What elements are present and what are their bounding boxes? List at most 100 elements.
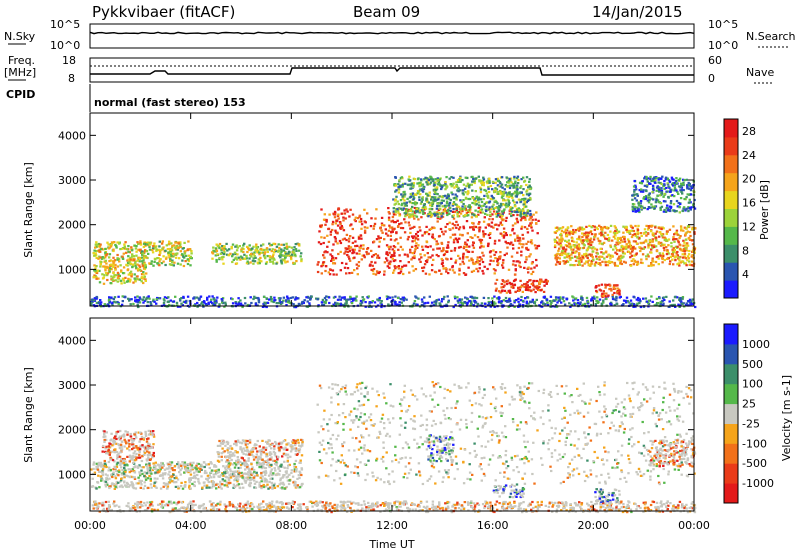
data-cell [614, 237, 617, 240]
data-cell [596, 296, 599, 299]
data-cell [574, 255, 577, 258]
data-cell [629, 229, 632, 232]
data-cell [371, 255, 374, 258]
data-cell [352, 501, 355, 504]
data-cell [433, 226, 436, 230]
data-cell [433, 191, 437, 194]
data-cell [685, 178, 688, 181]
data-cell [570, 248, 574, 251]
data-cell [459, 180, 462, 183]
data-cell [144, 266, 147, 269]
data-cell [632, 185, 636, 188]
data-cell [430, 198, 433, 201]
data-cell [529, 216, 532, 219]
data-cell [459, 263, 462, 266]
data-cell [467, 250, 471, 253]
data-cell [445, 303, 448, 306]
data-cell [522, 203, 525, 206]
data-cell [450, 191, 453, 194]
data-cell [675, 182, 678, 185]
data-cell [286, 297, 289, 300]
data-cell [344, 250, 347, 253]
data-cell [144, 504, 147, 507]
data-cell [440, 186, 444, 189]
data-cell [595, 257, 599, 261]
data-cell [666, 257, 669, 260]
data-cell [110, 263, 113, 266]
data-cell [455, 195, 459, 198]
data-cell [561, 226, 565, 229]
data-cell [434, 196, 437, 199]
data-cell [499, 251, 502, 254]
data-cell [411, 213, 415, 216]
data-cell [481, 211, 484, 214]
data-cell [471, 236, 474, 239]
data-cell [487, 302, 491, 305]
data-cell [202, 300, 206, 303]
data-cell [668, 300, 671, 303]
data-cell [691, 226, 694, 229]
data-cell [589, 264, 592, 267]
data-cell [413, 239, 416, 242]
data-cell [691, 298, 694, 301]
data-cell [135, 278, 139, 281]
data-cell [492, 301, 496, 304]
data-cell [593, 295, 596, 298]
data-cell [523, 180, 526, 183]
data-cell [655, 255, 659, 259]
data-cell [424, 206, 427, 209]
data-cell [651, 300, 654, 303]
data-cell [652, 264, 655, 267]
data-cell [425, 508, 429, 511]
data-cell [404, 215, 407, 218]
data-cell [127, 277, 130, 280]
data-cell [169, 258, 172, 261]
data-cell [339, 241, 343, 245]
data-cell [632, 258, 635, 261]
data-cell [683, 248, 686, 251]
data-cell [397, 267, 401, 270]
data-cell [575, 302, 578, 305]
data-cell [200, 302, 203, 305]
data-cell [628, 301, 631, 304]
data-cell [336, 505, 339, 509]
data-cell [176, 252, 179, 255]
data-cell [116, 241, 119, 244]
data-cell [513, 232, 516, 235]
data-cell [636, 193, 639, 196]
data-cell [403, 264, 406, 267]
data-cell [144, 279, 147, 282]
data-cell [509, 302, 513, 306]
data-cell [134, 260, 137, 263]
data-cell [124, 241, 127, 244]
data-cell [444, 205, 447, 208]
data-cell [234, 302, 238, 305]
data-cell [640, 182, 643, 185]
data-cell [245, 262, 249, 265]
data-cell [646, 183, 649, 187]
data-cell [110, 268, 113, 271]
data-cell [594, 261, 598, 264]
data-cell [586, 300, 590, 303]
data-cell [613, 304, 616, 307]
data-cell [245, 257, 248, 260]
data-cell [683, 241, 686, 244]
data-cell [161, 247, 164, 250]
data-cell [506, 193, 509, 196]
data-cell [104, 259, 107, 262]
data-cell [589, 230, 592, 234]
data-cell [258, 261, 261, 264]
data-cell [609, 261, 612, 264]
data-cell [445, 196, 448, 200]
data-cell [127, 273, 130, 276]
data-cell [520, 502, 523, 505]
data-cell [676, 190, 679, 194]
data-cell [687, 253, 691, 256]
data-cell [553, 245, 557, 249]
data-cell [674, 259, 677, 262]
data-cell [681, 296, 685, 299]
data-cell [510, 181, 513, 184]
data-cell [688, 238, 692, 241]
data-cell [339, 226, 342, 229]
data-cell [379, 227, 382, 230]
